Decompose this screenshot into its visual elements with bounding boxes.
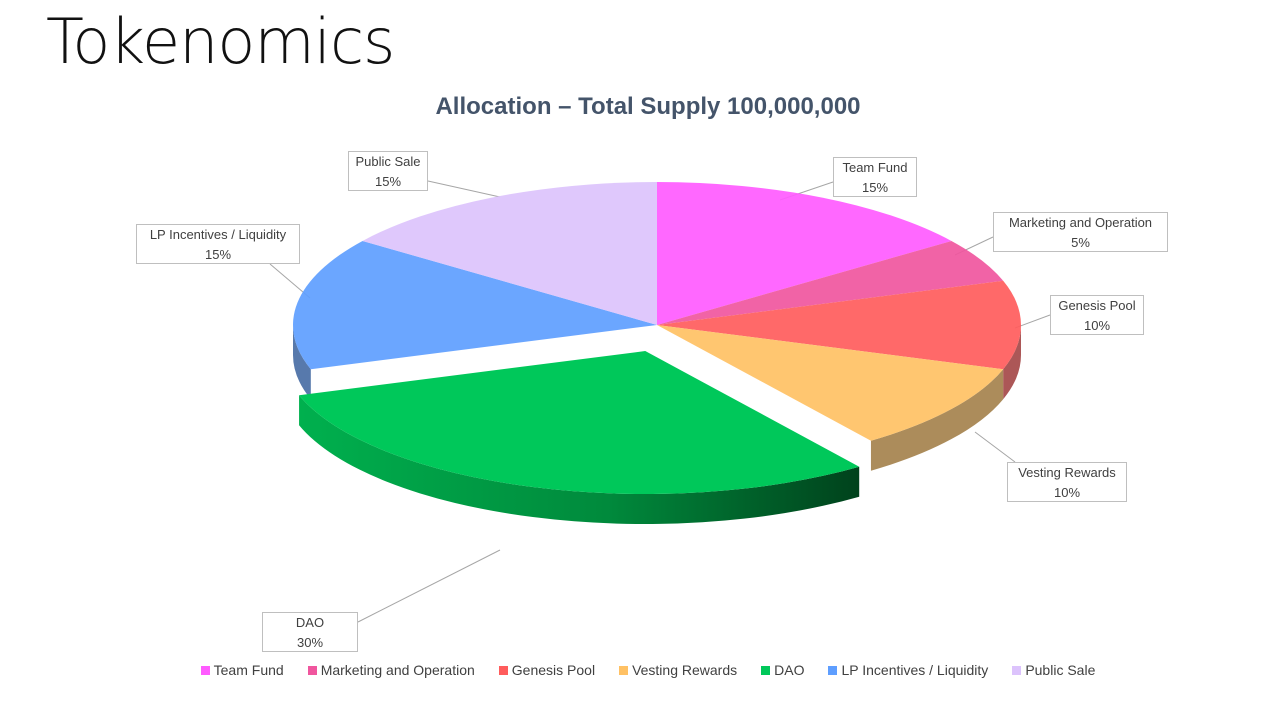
data-label-value: 10% — [1083, 318, 1111, 333]
legend-item-vesting-rewards[interactable]: Vesting Rewards — [619, 662, 737, 678]
data-label-name: LP Incentives / Liquidity — [149, 227, 287, 242]
data-label-public-sale: Public Sale 15% — [348, 151, 428, 191]
pie-side-lp-incentives-liquidity — [293, 325, 311, 400]
data-label-vesting-rewards: Vesting Rewards 10% — [1007, 462, 1127, 502]
page-title: Tokenomics — [46, 5, 395, 78]
data-label-name: Public Sale — [355, 154, 421, 169]
legend-label: Team Fund — [213, 662, 284, 678]
legend-swatch — [619, 665, 629, 675]
legend-swatch — [828, 665, 838, 675]
legend-label: Marketing and Operation — [320, 662, 475, 678]
data-label-value: 15% — [374, 174, 402, 189]
legend-item-genesis-pool[interactable]: Genesis Pool — [498, 662, 596, 678]
legend-item-lp-incentives[interactable]: LP Incentives / Liquidity — [828, 662, 988, 678]
chart-title: Allocation – Total Supply 100,000,000 — [435, 93, 861, 120]
data-label-value: 15% — [204, 247, 232, 262]
data-label-lp-incentives-liquidity: LP Incentives / Liquidity 15% — [136, 224, 300, 264]
pie-slice-public-sale[interactable] — [362, 182, 657, 325]
data-label-team-fund: Team Fund 15% — [833, 157, 917, 197]
pie-slice-marketing-and-operation[interactable] — [657, 240, 1004, 325]
legend-swatch — [1012, 665, 1022, 675]
legend-item-dao[interactable]: DAO — [761, 662, 804, 678]
legend-swatch — [200, 665, 210, 675]
legend-label: Public Sale — [1025, 662, 1096, 678]
data-label-name: Genesis Pool — [1058, 298, 1136, 313]
data-label-value: 10% — [1053, 485, 1081, 500]
leader-line-dao — [357, 549, 501, 623]
leader-line-public-sale — [427, 180, 501, 198]
pie-slice-dao[interactable] — [299, 351, 860, 495]
legend-label: Vesting Rewards — [632, 662, 738, 678]
legend-item-marketing[interactable]: Marketing and Operation — [307, 662, 475, 678]
data-label-value: 5% — [1071, 235, 1090, 250]
data-label-name: Team Fund — [842, 160, 908, 175]
pie-side-genesis-pool — [1003, 325, 1021, 400]
legend-swatch — [761, 665, 771, 675]
data-label-name: DAO — [295, 615, 325, 630]
pie-slice-genesis-pool[interactable] — [657, 280, 1022, 370]
data-label-value: 15% — [861, 180, 889, 195]
pie-side-vesting-rewards — [870, 369, 1004, 471]
legend-swatch — [498, 665, 508, 675]
legend-item-team-fund[interactable]: Team Fund — [200, 662, 284, 678]
chart-legend: Team Fund Marketing and Operation Genesi… — [0, 662, 1280, 678]
pie-slice-lp-incentives-liquidity[interactable] — [293, 240, 657, 370]
pie-side-dao — [299, 395, 860, 525]
data-label-name: Vesting Rewards — [1018, 465, 1116, 480]
data-label-dao: DAO 30% — [262, 612, 358, 652]
legend-label: Genesis Pool — [511, 662, 596, 678]
pie-slice-vesting-rewards[interactable] — [657, 325, 1004, 441]
data-label-name: Marketing and Operation — [1008, 215, 1153, 230]
legend-label: LP Incentives / Liquidity — [841, 662, 989, 678]
leader-line-vesting-rewards — [974, 431, 1016, 463]
legend-item-public-sale[interactable]: Public Sale — [1012, 662, 1095, 678]
pie-slice-team-fund[interactable] — [657, 182, 952, 325]
legend-swatch — [307, 665, 317, 675]
data-label-value: 30% — [296, 635, 324, 650]
legend-label: DAO — [774, 662, 805, 678]
data-label-genesis-pool: Genesis Pool 10% — [1050, 295, 1144, 335]
data-label-marketing-and-operation: Marketing and Operation 5% — [993, 212, 1168, 252]
